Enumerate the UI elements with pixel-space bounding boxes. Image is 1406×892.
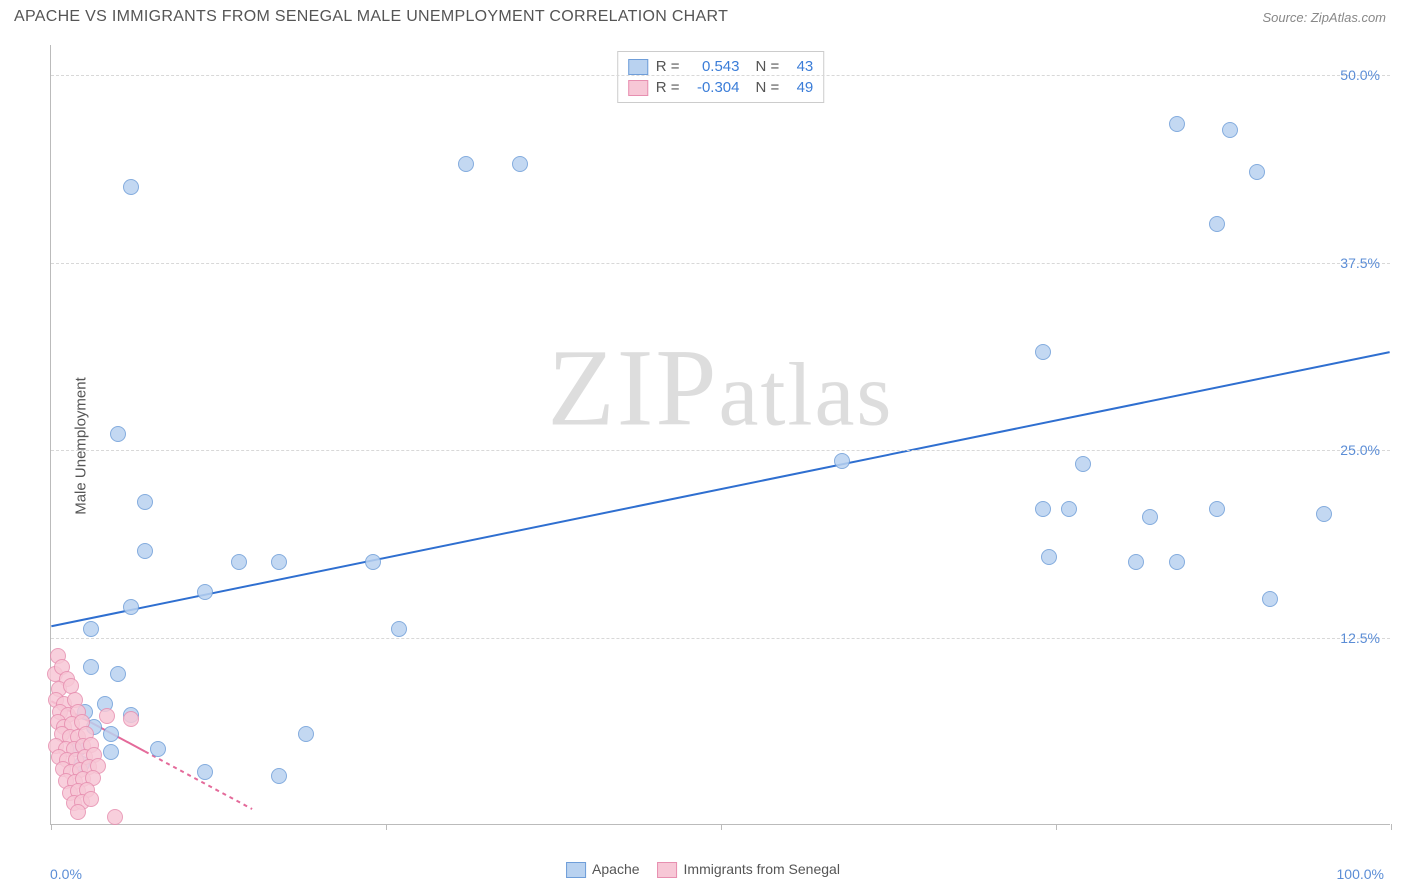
data-point [137, 494, 153, 510]
chart-title: APACHE VS IMMIGRANTS FROM SENEGAL MALE U… [14, 8, 728, 26]
source-label: Source: ZipAtlas.com [1262, 10, 1386, 25]
data-point [1128, 554, 1144, 570]
data-point [110, 426, 126, 442]
y-tick-label: 12.5% [1340, 630, 1380, 646]
legend-label: Apache [592, 861, 639, 877]
data-point [1061, 501, 1077, 517]
data-point [197, 764, 213, 780]
trend-lines-svg [51, 45, 1390, 824]
data-point [1222, 122, 1238, 138]
data-point [1142, 509, 1158, 525]
n-value: 49 [787, 79, 813, 96]
legend-row: R = -0.304 N = 49 [628, 77, 814, 98]
legend-label: Immigrants from Senegal [684, 861, 840, 877]
legend-row: R = 0.543 N = 43 [628, 56, 814, 77]
legend-swatch [628, 59, 648, 75]
data-point [110, 666, 126, 682]
y-tick-label: 50.0% [1340, 67, 1380, 83]
data-point [1035, 501, 1051, 517]
data-point [1169, 554, 1185, 570]
x-tick [1391, 824, 1392, 830]
data-point [1209, 216, 1225, 232]
series-legend: Apache Immigrants from Senegal [566, 861, 840, 878]
legend-item: Apache [566, 861, 639, 878]
x-tick [51, 824, 52, 830]
r-label: R = [656, 79, 680, 96]
data-point [231, 554, 247, 570]
legend-swatch [566, 862, 586, 878]
data-point [1169, 116, 1185, 132]
data-point [271, 554, 287, 570]
scatter-chart: ZIPatlas R = 0.543 N = 43 R = -0.304 N =… [50, 45, 1390, 825]
data-point [1316, 506, 1332, 522]
gridline [51, 75, 1390, 76]
data-point [83, 659, 99, 675]
data-point [107, 809, 123, 825]
data-point [1249, 164, 1265, 180]
x-tick-label: 100.0% [1337, 866, 1384, 882]
header: APACHE VS IMMIGRANTS FROM SENEGAL MALE U… [0, 0, 1406, 26]
legend-item: Immigrants from Senegal [658, 861, 840, 878]
data-point [123, 711, 139, 727]
n-label: N = [756, 58, 780, 75]
x-tick-label: 0.0% [50, 866, 82, 882]
data-point [1262, 591, 1278, 607]
data-point [150, 741, 166, 757]
gridline [51, 638, 1390, 639]
x-tick [721, 824, 722, 830]
data-point [123, 599, 139, 615]
data-point [103, 744, 119, 760]
correlation-legend: R = 0.543 N = 43 R = -0.304 N = 49 [617, 51, 825, 103]
data-point [365, 554, 381, 570]
y-tick-label: 37.5% [1340, 255, 1380, 271]
data-point [1075, 456, 1091, 472]
data-point [83, 621, 99, 637]
data-point [1209, 501, 1225, 517]
data-point [70, 804, 86, 820]
data-point [391, 621, 407, 637]
data-point [123, 179, 139, 195]
data-point [834, 453, 850, 469]
x-tick [386, 824, 387, 830]
y-tick-label: 25.0% [1340, 442, 1380, 458]
data-point [271, 768, 287, 784]
data-point [458, 156, 474, 172]
gridline [51, 263, 1390, 264]
data-point [298, 726, 314, 742]
data-point [99, 708, 115, 724]
legend-swatch [658, 862, 678, 878]
data-point [83, 791, 99, 807]
n-value: 43 [787, 58, 813, 75]
r-value: 0.543 [688, 58, 740, 75]
x-tick [1056, 824, 1057, 830]
data-point [1041, 549, 1057, 565]
r-value: -0.304 [688, 79, 740, 96]
watermark: ZIPatlas [548, 324, 894, 451]
data-point [512, 156, 528, 172]
r-label: R = [656, 58, 680, 75]
n-label: N = [756, 79, 780, 96]
legend-swatch [628, 80, 648, 96]
data-point [103, 726, 119, 742]
data-point [197, 584, 213, 600]
gridline [51, 450, 1390, 451]
data-point [137, 543, 153, 559]
data-point [1035, 344, 1051, 360]
